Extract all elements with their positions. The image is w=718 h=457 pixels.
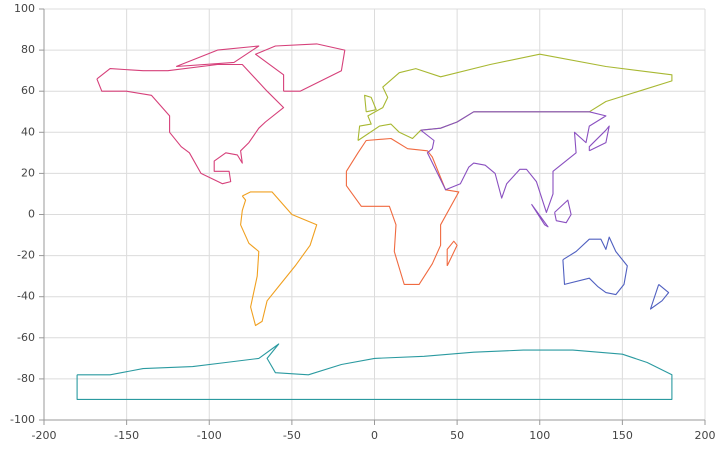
y-tick-label: 100: [14, 2, 35, 15]
y-tick-label: 80: [21, 43, 35, 56]
x-tick-label: -100: [197, 429, 222, 442]
x-tick-label: 150: [612, 429, 633, 442]
y-tick-label: -100: [10, 413, 35, 426]
y-tick-label: -20: [17, 249, 35, 262]
y-tick-label: 20: [21, 166, 35, 179]
x-tick-label: 50: [450, 429, 464, 442]
y-tick-label: -40: [17, 290, 35, 303]
outline: [357, 53, 673, 141]
x-tick-label: -150: [114, 429, 139, 442]
outline: [562, 236, 670, 310]
y-tick-label: 40: [21, 125, 35, 138]
y-tick-label: -80: [17, 372, 35, 385]
outline: [345, 137, 460, 285]
x-tick-label: 100: [529, 429, 550, 442]
outline: [420, 111, 610, 228]
x-tick-label: -200: [32, 429, 57, 442]
x-tick-label: -50: [283, 429, 301, 442]
outline: [240, 191, 318, 327]
outline: [76, 343, 673, 400]
x-tick-label: 200: [695, 429, 716, 442]
y-tick-label: -60: [17, 331, 35, 344]
outline: [96, 43, 346, 185]
y-tick-label: 0: [28, 208, 35, 221]
y-tick-label: 60: [21, 84, 35, 97]
x-tick-label: 0: [371, 429, 378, 442]
